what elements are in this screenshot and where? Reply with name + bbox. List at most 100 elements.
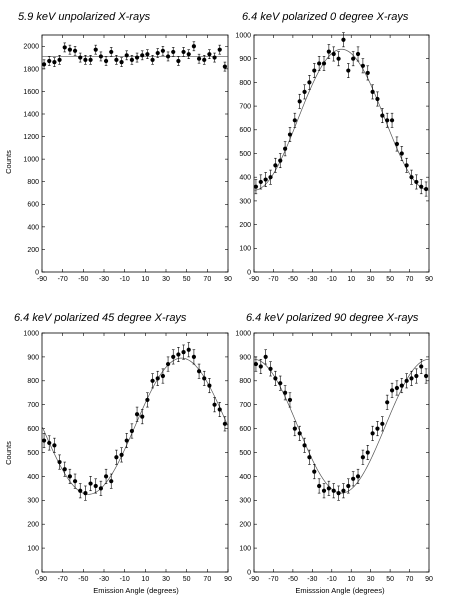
x-tick-label: -10 (120, 276, 130, 283)
data-point (331, 488, 336, 493)
x-tick-label: 30 (162, 576, 170, 583)
x-tick-label: 90 (224, 576, 232, 583)
y-tick-label: 0 (247, 269, 251, 276)
data-point (181, 350, 186, 355)
x-tick-label: 70 (203, 276, 211, 283)
data-point (423, 186, 429, 192)
data-point (124, 438, 129, 443)
y-tick-label: 200 (239, 222, 251, 229)
data-point (263, 354, 268, 359)
y-tick-label: 600 (27, 426, 39, 433)
y-tick-label: 800 (239, 80, 251, 87)
y-tick-label: 500 (239, 450, 251, 457)
data-point (360, 63, 365, 68)
data-point (155, 50, 160, 56)
data-point (191, 354, 196, 359)
y-tick-label: 900 (239, 56, 251, 63)
data-point (389, 388, 395, 393)
data-point (176, 58, 181, 64)
panel-top-left: 5.9 keV unpolarized X-rays Counts 0 200 40… (4, 11, 232, 283)
data-point (217, 47, 222, 52)
data-point (171, 49, 176, 55)
data-point (404, 163, 409, 168)
data-point (196, 56, 202, 61)
data-point (365, 70, 370, 76)
panel-bottom-right: 6.4 keV polarized 90 degree X-rays Emiss… (235, 312, 433, 595)
data-point (160, 48, 165, 53)
y-tick-label: 1400 (23, 111, 39, 118)
data-point (155, 376, 160, 381)
data-point (302, 89, 307, 94)
x-tick-label: 30 (367, 576, 375, 583)
data-point (72, 479, 78, 484)
data-point (57, 459, 62, 465)
y-tick-label: 700 (239, 402, 251, 409)
data-point (385, 400, 390, 405)
x-tick-label: 50 (183, 576, 191, 583)
data-point (103, 58, 109, 64)
data-point (140, 53, 145, 58)
y-axis-label: Counts (4, 441, 13, 465)
y-tick-label: 700 (239, 104, 251, 111)
data-point (62, 45, 67, 50)
y-tick-label: 1000 (23, 157, 39, 164)
y-tick-label: 1600 (23, 89, 39, 96)
data-point (47, 58, 52, 64)
data-point (380, 113, 385, 118)
data-point (365, 450, 370, 455)
y-tick-label: 1000 (23, 330, 39, 337)
y-tick-label: 300 (27, 498, 39, 505)
x-tick-label: 30 (367, 276, 375, 283)
data-point (47, 440, 52, 446)
x-tick-label: -90 (249, 576, 259, 583)
data-point (145, 397, 150, 403)
data-point (186, 347, 191, 352)
data-point (88, 57, 93, 62)
x-tick-label: 50 (183, 276, 191, 283)
data-point (217, 407, 222, 412)
data-point (336, 491, 341, 496)
y-axis-label: Counts (4, 150, 13, 174)
y-tick-label: 300 (239, 198, 251, 205)
y-tick-label: 700 (27, 402, 39, 409)
y-tick-label: 600 (239, 127, 251, 134)
data-point (404, 378, 409, 383)
data-point (346, 483, 351, 489)
data-point (297, 99, 302, 104)
x-tick-label: -90 (37, 276, 47, 283)
x-tick-label: 30 (162, 276, 170, 283)
data-point (145, 52, 150, 57)
data-point (98, 486, 103, 491)
data-point (258, 364, 263, 369)
data-point (52, 443, 57, 448)
data-point (165, 54, 171, 59)
data-point (307, 80, 312, 85)
data-point (181, 49, 186, 55)
x-tick-label: -90 (37, 576, 47, 583)
data-point (317, 61, 322, 66)
y-tick-label: 800 (27, 378, 39, 385)
x-tick-label: -30 (99, 576, 109, 583)
data-point (212, 402, 217, 407)
x-tick-label: 90 (224, 276, 232, 283)
data-point (41, 438, 47, 443)
x-tick-label: 10 (141, 576, 149, 583)
data-point (114, 455, 119, 460)
y-tick-label: 400 (239, 175, 251, 182)
data-point (191, 44, 196, 49)
x-tick-label: -10 (120, 576, 130, 583)
data-point (212, 55, 217, 60)
y-tick-label: 600 (239, 426, 251, 433)
data-point (312, 68, 317, 73)
data-point (302, 443, 307, 448)
data-point (370, 89, 375, 94)
x-tick-label: -50 (288, 576, 298, 583)
data-point (287, 132, 293, 137)
x-tick-label: -30 (99, 276, 109, 283)
y-tick-label: 900 (239, 354, 251, 361)
data-point (394, 141, 400, 147)
data-point (165, 361, 171, 367)
data-point (273, 376, 278, 381)
data-point (283, 390, 288, 395)
